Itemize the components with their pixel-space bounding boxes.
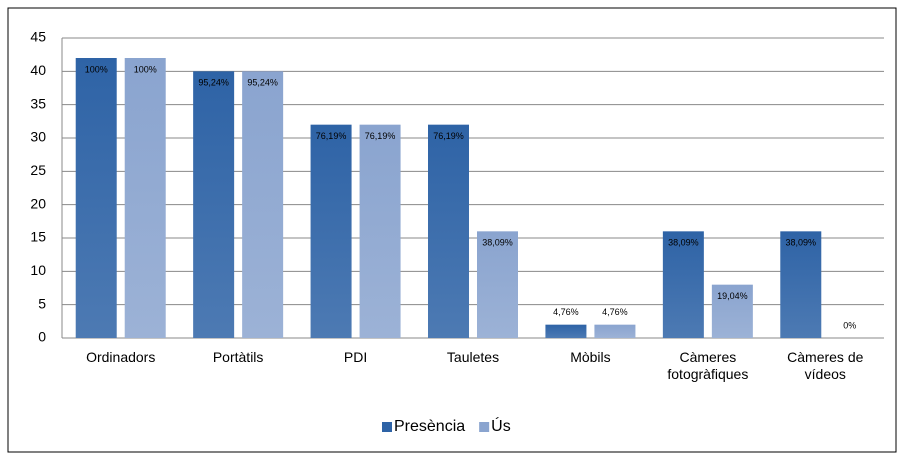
- x-tick-label: Càmeres fotogràfiques: [667, 349, 748, 382]
- value-label: 95,24%: [247, 78, 278, 88]
- bar: [310, 124, 352, 339]
- value-label: 38,09%: [482, 238, 513, 248]
- value-label: 95,24%: [198, 78, 229, 88]
- value-label: 100%: [134, 64, 157, 74]
- bar: [75, 58, 117, 338]
- value-label: 38,09%: [668, 238, 699, 248]
- y-tick-label: 25: [30, 162, 46, 178]
- value-label: 4,76%: [602, 307, 628, 317]
- bar: [124, 58, 166, 338]
- y-tick-label: 20: [30, 195, 46, 211]
- bar: [780, 231, 822, 338]
- legend-swatch: [382, 422, 392, 432]
- y-tick-label: 0: [38, 329, 46, 345]
- value-label: 76,19%: [433, 131, 464, 141]
- y-tick-label: 10: [30, 262, 46, 278]
- value-label: 38,09%: [786, 238, 817, 248]
- legend-label: Ús: [491, 416, 511, 435]
- value-label: 0%: [843, 320, 856, 330]
- y-tick-label: 30: [30, 129, 46, 145]
- bar: [477, 231, 518, 338]
- value-label: 76,19%: [316, 131, 347, 141]
- bar: [711, 284, 753, 338]
- bar: [359, 124, 401, 339]
- x-tick-label: PDI: [344, 349, 367, 365]
- bar: [594, 324, 636, 338]
- y-tick-label: 5: [38, 295, 46, 311]
- bar: [193, 71, 235, 338]
- value-label: 76,19%: [365, 131, 396, 141]
- value-label: 19,04%: [717, 291, 748, 301]
- x-tick-label: Portàtils: [213, 349, 264, 365]
- value-label: 4,76%: [553, 307, 579, 317]
- y-tick-label: 35: [30, 95, 46, 111]
- x-tick-label: Càmeres de vídeos: [787, 349, 863, 382]
- y-tick-label: 15: [30, 229, 46, 245]
- y-tick-label: 40: [30, 62, 46, 78]
- x-tick-label: Ordinadors: [86, 349, 155, 365]
- y-tick-label: 45: [30, 29, 46, 45]
- x-tick-label: Mòbils: [570, 349, 610, 365]
- chart-frame: [7, 7, 897, 453]
- bar: [428, 124, 469, 339]
- bar: [242, 71, 284, 338]
- value-label: 100%: [85, 64, 108, 74]
- legend-label: Presència: [394, 418, 465, 435]
- bar: [545, 324, 587, 338]
- legend-swatch: [479, 422, 490, 432]
- x-tick-label: Tauletes: [447, 349, 499, 365]
- bar: [662, 231, 704, 338]
